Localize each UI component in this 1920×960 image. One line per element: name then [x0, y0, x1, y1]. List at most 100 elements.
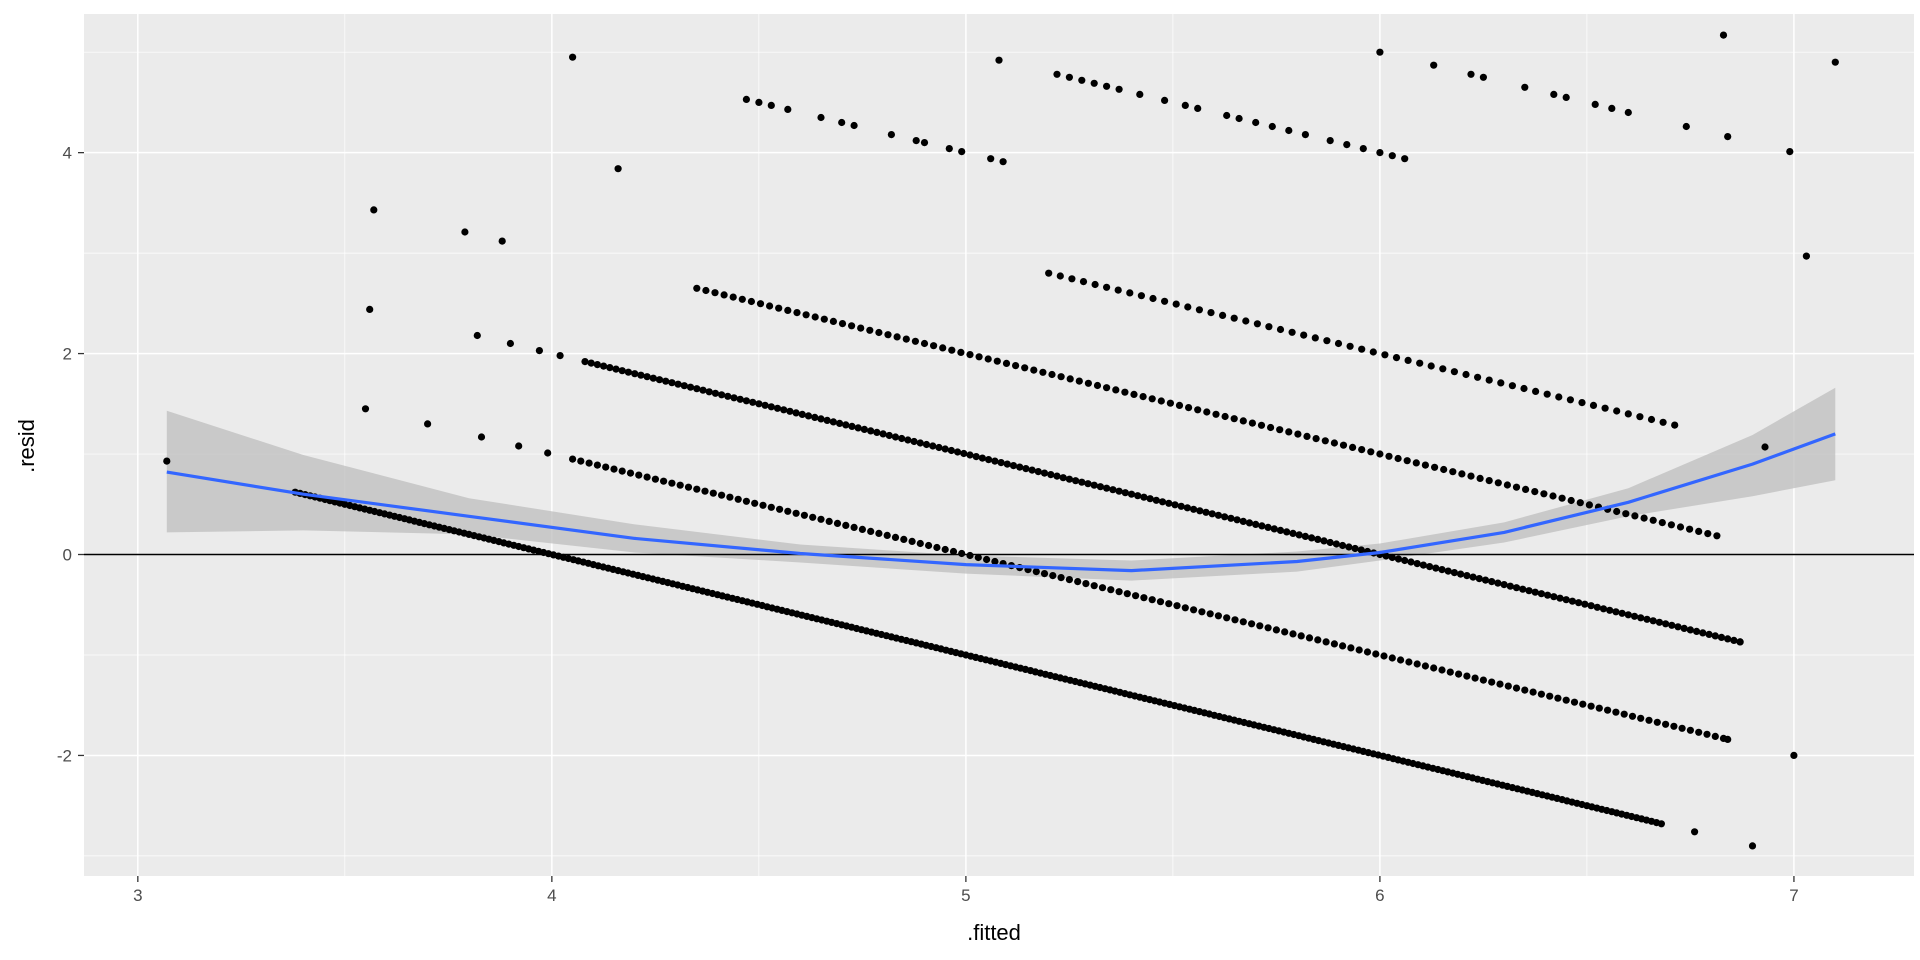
data-point	[1295, 531, 1303, 539]
data-point	[1258, 522, 1266, 530]
data-point	[858, 525, 867, 534]
data-point	[1363, 648, 1372, 656]
data-point	[1075, 377, 1083, 385]
data-point	[999, 158, 1007, 166]
data-point	[1724, 133, 1732, 141]
data-point	[1096, 483, 1104, 491]
data-point	[1579, 700, 1587, 708]
data-point	[1674, 623, 1682, 631]
data-point	[1196, 507, 1204, 515]
data-point	[1107, 586, 1115, 594]
data-point	[1369, 348, 1377, 356]
data-point	[829, 317, 838, 325]
data-point	[842, 421, 850, 429]
data-point	[966, 451, 974, 459]
plot-panel	[84, 14, 1914, 876]
data-point	[618, 367, 626, 375]
data-point	[1413, 560, 1421, 568]
data-point	[1230, 314, 1238, 322]
data-point	[1177, 502, 1185, 510]
data-point	[618, 467, 626, 475]
data-point	[477, 433, 486, 441]
data-point	[1748, 842, 1757, 850]
data-point	[1114, 286, 1122, 294]
data-point	[1703, 730, 1711, 738]
data-point	[1253, 320, 1261, 328]
data-point	[1034, 468, 1042, 476]
data-point	[1439, 365, 1447, 373]
data-point	[1636, 413, 1644, 421]
data-point	[925, 541, 933, 550]
data-point	[711, 389, 720, 397]
data-point	[1401, 556, 1409, 565]
data-point	[1072, 477, 1080, 485]
y-tick-label: -2	[57, 746, 72, 765]
data-point	[1438, 566, 1446, 574]
data-point	[1235, 114, 1243, 123]
data-point	[742, 95, 751, 103]
data-point	[1394, 555, 1403, 563]
data-point	[1130, 390, 1138, 398]
data-point	[1181, 101, 1189, 109]
data-point	[1359, 145, 1367, 153]
data-point	[1300, 331, 1308, 339]
data-point	[1686, 726, 1694, 734]
data-point	[1394, 454, 1402, 463]
data-point	[798, 410, 806, 418]
data-point	[1032, 568, 1040, 576]
data-point	[1624, 108, 1632, 117]
data-point	[1314, 636, 1322, 644]
data-point	[1198, 608, 1206, 616]
data-point	[1002, 359, 1011, 367]
data-point	[1504, 682, 1512, 690]
data-point	[1601, 404, 1609, 412]
data-point	[1599, 605, 1608, 613]
data-point	[1570, 698, 1579, 706]
data-point	[1531, 488, 1539, 496]
data-point	[738, 295, 746, 303]
data-point	[1283, 528, 1291, 536]
data-point	[1270, 525, 1278, 533]
data-point	[991, 457, 999, 465]
x-tick-label: 7	[1789, 886, 1798, 905]
data-point	[749, 398, 757, 406]
data-point	[1497, 379, 1505, 387]
data-point	[587, 359, 595, 367]
data-point	[1308, 534, 1316, 542]
data-point	[1185, 404, 1193, 412]
data-point	[602, 463, 610, 471]
data-point	[1413, 660, 1421, 668]
data-point	[887, 131, 896, 139]
data-point	[784, 105, 792, 113]
data-point	[1079, 278, 1088, 286]
data-point	[1016, 463, 1024, 471]
data-point	[631, 370, 639, 378]
data-point	[1294, 430, 1302, 438]
data-point	[1640, 514, 1648, 522]
data-point	[1581, 600, 1589, 608]
data-point	[1158, 498, 1167, 506]
data-point	[1065, 576, 1073, 584]
data-point	[1521, 686, 1529, 694]
data-point	[1285, 428, 1293, 436]
y-tick-label: 0	[63, 546, 72, 565]
data-point	[1195, 306, 1203, 314]
data-point	[742, 497, 751, 505]
x-axis: 3 4 5 6 7	[133, 876, 1799, 905]
data-point	[930, 342, 938, 350]
data-point	[995, 56, 1003, 64]
data-point	[800, 511, 809, 519]
data-point	[1421, 662, 1429, 670]
x-tick-label: 4	[547, 886, 556, 905]
data-point	[660, 477, 668, 485]
data-point	[724, 392, 732, 400]
data-point	[1355, 646, 1363, 654]
data-point	[1479, 73, 1487, 81]
data-point	[939, 344, 947, 352]
data-point	[734, 495, 742, 503]
data-point	[1699, 629, 1707, 637]
data-point	[1276, 426, 1284, 434]
data-point	[1404, 356, 1412, 364]
data-point	[1380, 652, 1388, 660]
data-point	[1676, 523, 1685, 531]
